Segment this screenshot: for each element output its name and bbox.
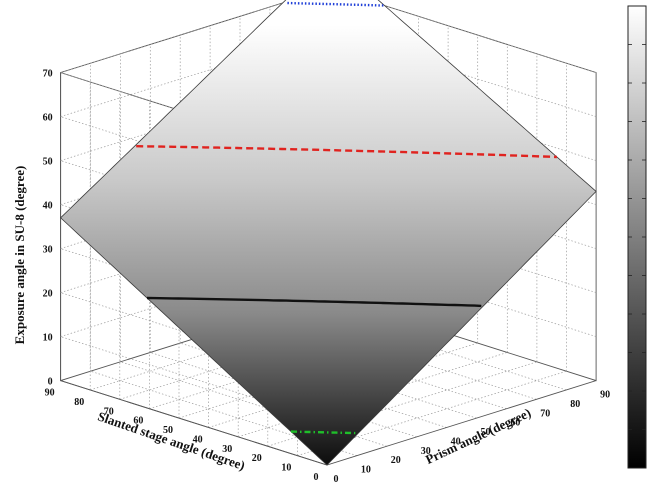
z-tick-label: 40 [43, 201, 53, 212]
y-tick-label: 80 [74, 397, 84, 408]
x-tick-label: 60 [510, 418, 520, 429]
contour-line-5 [290, 430, 356, 435]
y-tick-label: 60 [133, 416, 143, 427]
y-tick-label: 20 [252, 453, 262, 464]
y-axis-title: Slanted stage angle (degree) [96, 408, 247, 473]
y-tick-label: 0 [314, 472, 319, 483]
y-tick-label: 30 [222, 444, 232, 455]
x-tick-label: 30 [421, 446, 431, 457]
y-tick-label: 50 [163, 425, 173, 436]
surface [60, 0, 597, 466]
x-tick-label: 50 [481, 427, 491, 438]
z-tick-label: 20 [43, 289, 53, 300]
x-tick-label: 0 [334, 474, 339, 485]
x-tick-label: 40 [451, 436, 461, 447]
z-tick-label: 10 [43, 333, 53, 344]
contour-lines [136, 1, 557, 435]
y-tick-label: 10 [281, 463, 291, 474]
contour-line-48 [136, 145, 557, 159]
x-tick-label: 70 [540, 408, 550, 419]
z-tick-label: 0 [48, 377, 53, 388]
x-axis-title: Prism angle (degree) [423, 405, 533, 467]
contour-line-70 [287, 1, 385, 7]
x-tick-label: 80 [570, 399, 580, 410]
x-tick-label: 20 [391, 455, 401, 466]
z-axis-title: Exposure angle in SU-8 (degree) [12, 166, 27, 345]
contour-line-25 [146, 296, 482, 308]
x-tick-label: 90 [600, 390, 610, 401]
z-tick-label: 60 [43, 113, 53, 124]
y-tick-label: 40 [193, 434, 203, 445]
z-tick-label: 70 [43, 69, 53, 80]
colorbar [627, 5, 647, 469]
z-tick-label: 30 [43, 245, 53, 256]
z-tick-label: 50 [43, 157, 53, 168]
y-tick-label: 90 [45, 388, 55, 399]
x-tick-label: 10 [361, 465, 371, 476]
y-tick-label: 70 [104, 406, 114, 417]
tick-labels: 0102030405060700102030405060708090010203… [43, 69, 610, 485]
